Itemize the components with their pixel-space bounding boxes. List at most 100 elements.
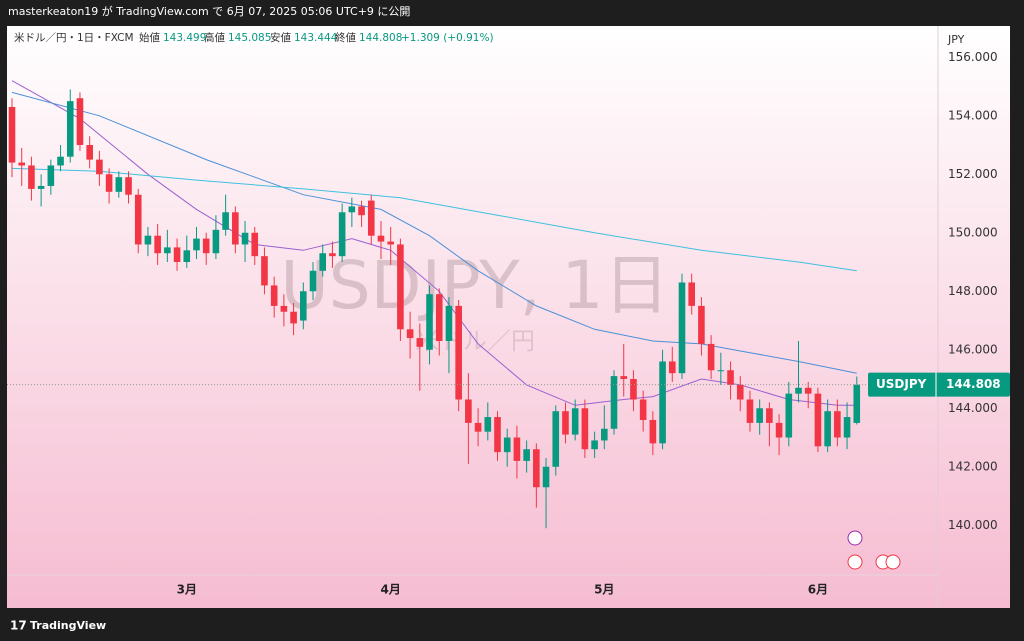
candle-body bbox=[222, 212, 229, 230]
watermark-sub: 米ドル／円 bbox=[415, 327, 535, 355]
candle-body bbox=[766, 408, 773, 423]
candle-body bbox=[678, 282, 686, 374]
candle-body bbox=[814, 393, 822, 447]
candle-body bbox=[348, 206, 356, 213]
candle-body bbox=[523, 449, 530, 461]
open-label: 始値 bbox=[139, 31, 160, 44]
candle-body bbox=[28, 165, 35, 189]
chart-panel bbox=[7, 26, 1010, 608]
candle-body bbox=[66, 101, 74, 157]
candle-body bbox=[445, 305, 453, 341]
currency: JPY bbox=[947, 33, 965, 46]
candle-body bbox=[601, 428, 608, 441]
candle-body bbox=[144, 235, 152, 245]
candle-body bbox=[154, 235, 161, 254]
candle-body bbox=[18, 162, 26, 166]
candle-body bbox=[96, 159, 103, 175]
candle-body bbox=[630, 379, 637, 400]
candle-body bbox=[105, 174, 113, 192]
candle-body bbox=[8, 106, 16, 163]
moving-average bbox=[11, 167, 857, 272]
x-tick-label: 6月 bbox=[808, 583, 828, 597]
event-icon bbox=[847, 530, 863, 546]
candle-body bbox=[503, 437, 511, 453]
candle-body bbox=[173, 247, 181, 263]
candle-body bbox=[358, 206, 365, 216]
candle-body bbox=[426, 294, 433, 350]
candle-body bbox=[688, 282, 695, 306]
candle-body bbox=[853, 384, 861, 423]
candle-body bbox=[746, 399, 754, 423]
y-tick-label: 156.000 bbox=[948, 50, 998, 64]
brand: TradingView bbox=[30, 619, 106, 632]
watermark: USDJPY, 1日 bbox=[280, 247, 669, 324]
candle-body bbox=[581, 408, 589, 450]
candle-body bbox=[387, 241, 394, 245]
high-value: 145.085 bbox=[228, 32, 271, 44]
moving-average bbox=[11, 91, 857, 374]
candle-body bbox=[270, 285, 278, 306]
candle-body bbox=[494, 417, 501, 453]
candle-body bbox=[329, 253, 336, 257]
price-tag-value: 144.808 bbox=[946, 377, 1001, 391]
y-tick-label: 152.000 bbox=[948, 167, 998, 181]
candle-body bbox=[591, 440, 598, 450]
candle-body bbox=[86, 145, 93, 160]
candle-body bbox=[212, 229, 220, 254]
candle-body bbox=[319, 253, 327, 271]
x-tick-label: 5月 bbox=[594, 583, 614, 597]
candle-body bbox=[513, 437, 521, 461]
y-tick-label: 146.000 bbox=[948, 342, 998, 356]
brand-logo: 17 bbox=[10, 619, 27, 633]
candle-body bbox=[795, 387, 802, 394]
candle-body bbox=[717, 370, 725, 372]
candle-body bbox=[736, 384, 744, 400]
close-label: 終値 bbox=[335, 31, 356, 44]
candle-body bbox=[377, 235, 385, 242]
low-label: 安値 bbox=[270, 31, 291, 44]
candle-body bbox=[309, 270, 317, 292]
candle-body bbox=[280, 305, 288, 312]
candle-body bbox=[338, 212, 346, 257]
y-tick-label: 144.000 bbox=[948, 401, 998, 415]
candle-body bbox=[727, 370, 734, 385]
candle-body bbox=[76, 98, 84, 146]
candle-body bbox=[57, 156, 64, 166]
y-tick-label: 150.000 bbox=[948, 225, 998, 239]
plot bbox=[8, 80, 861, 529]
event-icon bbox=[847, 554, 863, 570]
candle-body bbox=[785, 393, 793, 438]
high-label: 高値 bbox=[204, 31, 225, 44]
candle-body bbox=[775, 422, 783, 438]
x-tick-label: 4月 bbox=[381, 583, 401, 597]
candle-body bbox=[484, 417, 492, 432]
event-icons bbox=[847, 530, 901, 570]
candle-body bbox=[37, 185, 45, 189]
candle-body bbox=[115, 177, 123, 192]
candle-body bbox=[251, 232, 259, 257]
candle-body bbox=[202, 238, 210, 254]
candle-body bbox=[533, 449, 540, 488]
candle-body bbox=[659, 361, 666, 444]
candle-body bbox=[843, 417, 851, 438]
close-value: 144.808 bbox=[359, 32, 402, 44]
y-tick-label: 154.000 bbox=[948, 108, 998, 122]
candle-body bbox=[125, 177, 132, 195]
candle-body bbox=[193, 238, 200, 251]
price-tag-symbol: USDJPY bbox=[876, 377, 927, 391]
candle-body bbox=[824, 411, 831, 447]
candle-body bbox=[639, 399, 647, 420]
candle-body bbox=[232, 212, 239, 245]
candle-body bbox=[416, 338, 424, 347]
candle-body bbox=[474, 422, 482, 432]
candle-body bbox=[571, 408, 579, 435]
symbol: 米ドル／円・1日・FXCM bbox=[14, 31, 134, 44]
y-tick-label: 148.000 bbox=[948, 284, 998, 298]
candle-body bbox=[183, 250, 191, 263]
candle-body bbox=[610, 376, 618, 429]
price-tag bbox=[868, 372, 1010, 397]
change: +1.309 (+0.91%) bbox=[401, 32, 494, 44]
y-tick-label: 140.000 bbox=[948, 518, 998, 532]
